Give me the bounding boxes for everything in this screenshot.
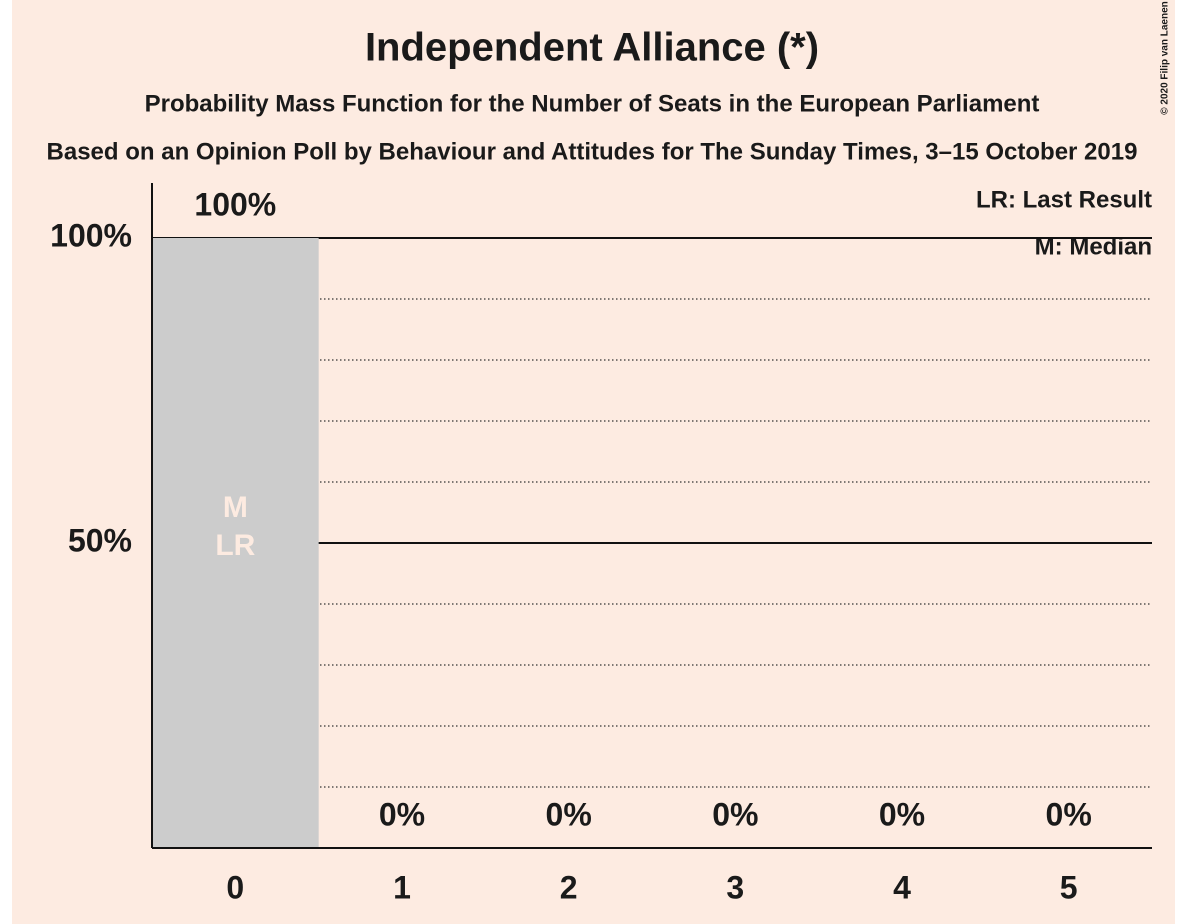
y-tick-label: 50% bbox=[68, 522, 132, 558]
copyright: © 2020 Filip van Laenen bbox=[1160, 1, 1171, 115]
value-label: 0% bbox=[1046, 796, 1092, 832]
x-tick-label: 5 bbox=[1060, 869, 1078, 905]
chart-subtitle: Based on an Opinion Poll by Behaviour an… bbox=[47, 138, 1138, 165]
y-tick-label: 100% bbox=[50, 217, 132, 253]
value-label: 0% bbox=[546, 796, 592, 832]
bar bbox=[152, 238, 319, 848]
x-tick-label: 4 bbox=[893, 869, 911, 905]
x-tick-label: 3 bbox=[726, 869, 744, 905]
x-tick-label: 1 bbox=[393, 869, 411, 905]
chart-subtitle: Probability Mass Function for the Number… bbox=[145, 90, 1040, 117]
chart-title: Independent Alliance (*) bbox=[365, 26, 819, 70]
value-label: 0% bbox=[379, 796, 425, 832]
value-label: 0% bbox=[712, 796, 758, 832]
bar-annotation: LR bbox=[215, 529, 255, 562]
x-tick-label: 0 bbox=[226, 869, 244, 905]
value-label: 0% bbox=[879, 796, 925, 832]
x-tick-label: 2 bbox=[560, 869, 578, 905]
value-label: 100% bbox=[194, 186, 276, 222]
legend-entry: LR: Last Result bbox=[976, 186, 1152, 213]
bar-annotation: M bbox=[223, 491, 248, 524]
